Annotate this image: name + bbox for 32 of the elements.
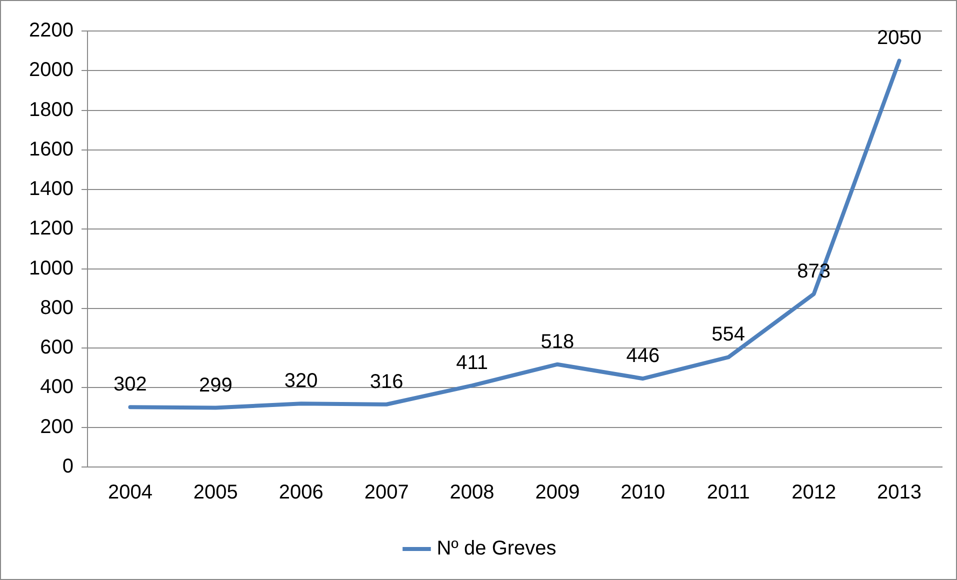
- data-label: 554: [712, 324, 746, 346]
- y-tick-label: 600: [40, 336, 74, 359]
- data-label: 446: [626, 345, 660, 368]
- data-label: 299: [198, 374, 232, 396]
- y-tick-label: 800: [40, 296, 74, 319]
- x-tick-label: 2004: [108, 482, 152, 504]
- y-tick-label: 200: [40, 416, 74, 438]
- data-label: 411: [456, 352, 488, 374]
- y-tick-label: 0: [62, 456, 74, 478]
- data-label: 316: [370, 370, 404, 393]
- y-tick-label: 1600: [28, 138, 74, 160]
- y-tick-label: 1000: [28, 257, 74, 280]
- x-tick-label: 2013: [877, 482, 922, 504]
- y-tick-label: 2000: [28, 59, 74, 82]
- data-label: 302: [114, 374, 147, 396]
- x-tick-label: 2009: [535, 482, 580, 504]
- data-label: 2050: [877, 27, 922, 50]
- x-tick-label: 2011: [706, 482, 750, 504]
- data-label: 320: [284, 370, 318, 392]
- y-tick-label: 1200: [28, 218, 74, 240]
- x-tick-label: 2007: [364, 482, 409, 504]
- y-tick-label: 2200: [28, 20, 74, 42]
- y-tick-label: 1400: [28, 178, 74, 200]
- y-tick-label: 1800: [28, 98, 74, 121]
- x-tick-label: 2012: [792, 482, 836, 504]
- data-label: 518: [540, 330, 574, 353]
- y-tick-label: 400: [40, 376, 74, 398]
- x-tick-label: 2010: [620, 482, 666, 504]
- legend-label: Nº de Greves: [436, 538, 556, 560]
- x-tick-label: 2005: [193, 482, 238, 504]
- x-tick-label: 2008: [450, 482, 494, 504]
- x-tick-label: 2006: [278, 482, 324, 504]
